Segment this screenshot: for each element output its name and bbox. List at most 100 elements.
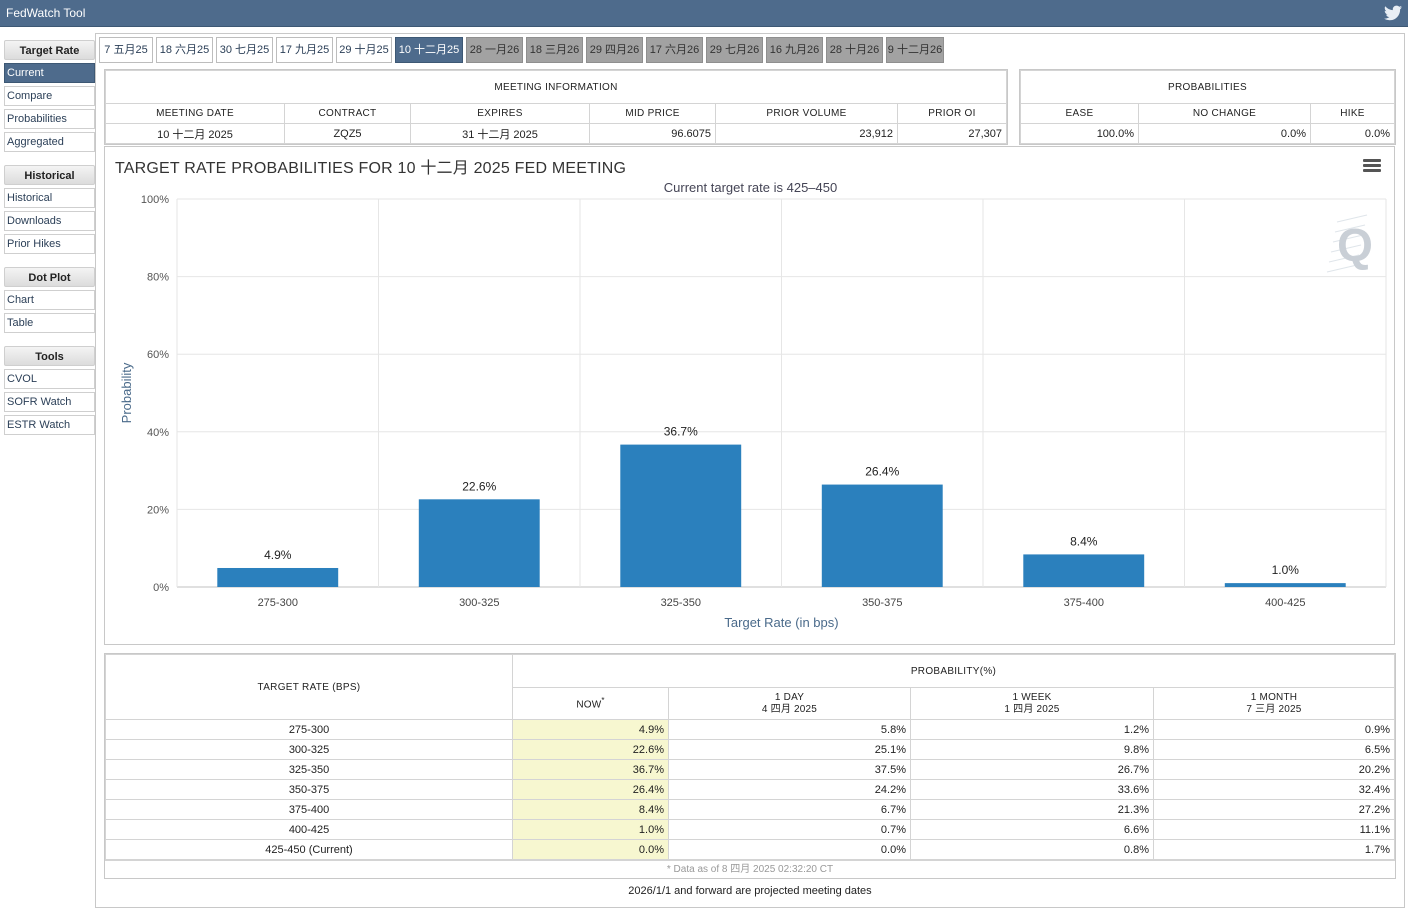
prior-volume-value: 23,912 bbox=[715, 123, 898, 144]
contract-header: CONTRACT bbox=[284, 103, 411, 124]
bar-chart: 0% 20% 40% 60% 80% 100% 4.9% 275-300 22.6% 300-32… bbox=[119, 194, 1387, 630]
table-row: 350-375 26.4% 24.2% 33.6% 32.4% bbox=[105, 779, 1395, 800]
meeting-tab[interactable]: 28 一月26 bbox=[466, 37, 523, 63]
meeting-tab[interactable]: 7 五月25 bbox=[99, 37, 153, 63]
one-month-label: 1 MONTH bbox=[1250, 691, 1298, 703]
table-row: 425-450 (Current) 0.0% 0.0% 0.8% 1.7% bbox=[105, 839, 1395, 860]
meeting-tab[interactable]: 29 十月25 bbox=[336, 37, 392, 63]
hamburger-menu-icon[interactable] bbox=[1363, 159, 1381, 173]
twitter-icon[interactable] bbox=[1384, 5, 1402, 21]
cell-day: 0.7% bbox=[668, 819, 911, 840]
cell-month: 6.5% bbox=[1153, 739, 1395, 760]
meeting-tab[interactable]: 10 十二月25 bbox=[395, 37, 463, 63]
projected-dates-note: 2026/1/1 and forward are projected meeti… bbox=[628, 885, 872, 897]
meeting-tab[interactable]: 16 九月26 bbox=[766, 37, 823, 63]
cell-week: 0.8% bbox=[910, 839, 1154, 860]
cell-month: 0.9% bbox=[1153, 719, 1395, 740]
cell-now: 36.7% bbox=[512, 759, 669, 780]
sidebar-item-probabilities[interactable]: Probabilities bbox=[4, 109, 95, 129]
probability-table: TARGET RATE (BPS) PROBABILITY(%) NOW* 1 … bbox=[104, 653, 1396, 879]
cell-week: 33.6% bbox=[910, 779, 1154, 800]
table-row: 325-350 36.7% 37.5% 26.7% 20.2% bbox=[105, 759, 1395, 780]
sidebar-heading: Historical bbox=[4, 165, 95, 185]
hike-header: HIKE bbox=[1310, 103, 1395, 124]
table-row: 300-325 22.6% 25.1% 9.8% 6.5% bbox=[105, 739, 1395, 760]
sidebar-item-chart[interactable]: Chart bbox=[4, 290, 95, 310]
meeting-tab[interactable]: 18 六月25 bbox=[156, 37, 213, 63]
cell-day: 5.8% bbox=[668, 719, 911, 740]
chart-title: TARGET RATE PROBABILITIES FOR 10 十二月 202… bbox=[115, 160, 627, 177]
meeting-tab[interactable]: 18 三月26 bbox=[526, 37, 583, 63]
x-tick-label: 400-425 bbox=[1265, 597, 1305, 609]
y-tick-label: 100% bbox=[141, 194, 169, 206]
prior-oi-value: 27,307 bbox=[897, 123, 1007, 144]
y-tick-label: 0% bbox=[153, 582, 169, 594]
sidebar-item-cvol[interactable]: CVOL bbox=[4, 369, 95, 389]
mid-price-header: MID PRICE bbox=[589, 103, 716, 124]
title-bar: FedWatch Tool bbox=[0, 0, 1408, 27]
sidebar-item-estr-watch[interactable]: ESTR Watch bbox=[4, 415, 95, 435]
target-rate-header: TARGET RATE (BPS) bbox=[105, 654, 513, 720]
expires-value: 31 十二月 2025 bbox=[410, 123, 590, 144]
table-row: 275-300 4.9% 5.8% 1.2% 0.9% bbox=[105, 719, 1395, 740]
one-day-date: 4 四月 2025 bbox=[761, 703, 818, 715]
cell-now: 8.4% bbox=[512, 799, 669, 820]
meeting-tab[interactable]: 9 十二月26 bbox=[886, 37, 944, 63]
data-label: 1.0% bbox=[1272, 563, 1300, 577]
bar-375-400 bbox=[1023, 554, 1145, 587]
bar-325-350 bbox=[620, 444, 742, 587]
data-label: 36.7% bbox=[664, 425, 698, 439]
one-month-date: 7 三月 2025 bbox=[1246, 703, 1302, 715]
no-change-value: 0.0% bbox=[1138, 123, 1311, 144]
chart-subtitle: Current target rate is 425–450 bbox=[663, 180, 838, 195]
cell-now: 22.6% bbox=[512, 739, 669, 760]
sidebar-item-sofr-watch[interactable]: SOFR Watch bbox=[4, 392, 95, 412]
cell-week: 26.7% bbox=[910, 759, 1154, 780]
app-title: FedWatch Tool bbox=[6, 6, 86, 20]
y-axis-title: Probability bbox=[119, 362, 134, 423]
sidebar-item-current[interactable]: Current bbox=[4, 63, 95, 83]
meeting-tab[interactable]: 29 四月26 bbox=[586, 37, 643, 63]
prior-volume-header: PRIOR VOLUME bbox=[715, 103, 898, 124]
cell-week: 6.6% bbox=[910, 819, 1154, 840]
cell-now: 26.4% bbox=[512, 779, 669, 800]
now-label: NOW bbox=[576, 699, 602, 711]
sidebar-item-table[interactable]: Table bbox=[4, 313, 95, 333]
sidebar-item-aggregated[interactable]: Aggregated bbox=[4, 132, 95, 152]
meeting-tab[interactable]: 29 七月26 bbox=[706, 37, 763, 63]
meeting-tab[interactable]: 17 六月26 bbox=[646, 37, 703, 63]
meeting-tab[interactable]: 28 十月26 bbox=[826, 37, 883, 63]
meeting-tab[interactable]: 30 七月25 bbox=[216, 37, 273, 63]
cell-now: 1.0% bbox=[512, 819, 669, 840]
cell-month: 11.1% bbox=[1153, 819, 1395, 840]
sidebar-heading: Dot Plot bbox=[4, 267, 95, 287]
sidebar-nav: Target Rate Current Compare Probabilities Ag… bbox=[4, 40, 95, 438]
chart-container: 0% 20% 40% 60% 80% 100% 4.9% 275-300 22.6% 300-32… bbox=[104, 146, 1395, 645]
prior-oi-header: PRIOR OI bbox=[897, 103, 1007, 124]
cell-month: 1.7% bbox=[1153, 839, 1395, 860]
one-week-date: 1 四月 2025 bbox=[1004, 703, 1060, 715]
sidebar-heading: Tools bbox=[4, 346, 95, 366]
probabilities-panel: PROBABILITIES EASE NO CHANGE HIKE 100.0%… bbox=[1019, 69, 1396, 145]
contract-value: ZQZ5 bbox=[284, 123, 411, 144]
cell-day: 0.0% bbox=[668, 839, 911, 860]
meeting-tab[interactable]: 17 九月25 bbox=[276, 37, 333, 63]
cell-rate: 325-350 bbox=[105, 759, 513, 780]
sidebar-item-compare[interactable]: Compare bbox=[4, 86, 95, 106]
one-week-label: 1 WEEK bbox=[1012, 691, 1052, 703]
bar-300-325 bbox=[418, 499, 540, 587]
cell-month: 32.4% bbox=[1153, 779, 1395, 800]
y-tick-label: 20% bbox=[147, 504, 169, 516]
sidebar-item-prior-hikes[interactable]: Prior Hikes bbox=[4, 234, 95, 254]
y-tick-label: 80% bbox=[147, 272, 169, 284]
x-axis-title: Target Rate (in bps) bbox=[724, 615, 838, 630]
probabilities-caption: PROBABILITIES bbox=[1020, 70, 1395, 104]
sidebar-item-downloads[interactable]: Downloads bbox=[4, 211, 95, 231]
table-row: 400-425 1.0% 0.7% 6.6% 11.1% bbox=[105, 819, 1395, 840]
cell-day: 25.1% bbox=[668, 739, 911, 760]
cell-rate: 425-450 (Current) bbox=[105, 839, 513, 860]
meeting-date-value: 10 十二月 2025 bbox=[105, 123, 285, 144]
sidebar-item-historical[interactable]: Historical bbox=[4, 188, 95, 208]
one-day-header: 1 DAY 4 四月 2025 bbox=[668, 687, 911, 720]
bar-350-375 bbox=[821, 484, 943, 587]
